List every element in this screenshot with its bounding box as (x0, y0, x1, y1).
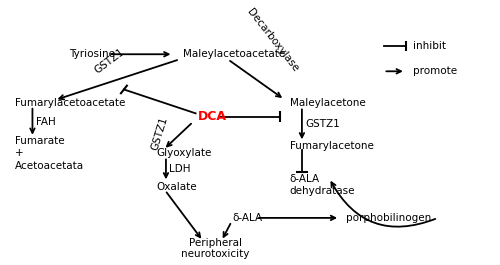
Text: Fumarylacetoacetate: Fumarylacetoacetate (15, 98, 126, 108)
Text: Maleylacetone: Maleylacetone (290, 98, 366, 108)
Text: inhibit: inhibit (413, 41, 446, 51)
Text: Glyoxylate: Glyoxylate (156, 148, 212, 158)
Text: LDH: LDH (170, 164, 191, 174)
Text: Fumarylacetone: Fumarylacetone (290, 141, 374, 151)
Text: FAH: FAH (36, 117, 56, 127)
Text: DCA: DCA (198, 110, 227, 123)
Text: Maleylacetoacetate: Maleylacetoacetate (183, 49, 286, 59)
Text: δ-ALA: δ-ALA (232, 213, 263, 223)
Text: δ-ALA
dehydratase: δ-ALA dehydratase (290, 174, 355, 196)
Text: Peripheral
neurotoxicity: Peripheral neurotoxicity (181, 238, 250, 259)
Text: Decarboxylase: Decarboxylase (244, 7, 300, 74)
Text: porphobilinogen: porphobilinogen (346, 213, 432, 223)
Text: GSTZ1: GSTZ1 (92, 47, 126, 76)
Text: promote: promote (413, 66, 458, 76)
Text: GSTZ1: GSTZ1 (306, 119, 340, 129)
Text: GSTZ1: GSTZ1 (150, 115, 170, 151)
Text: Oxalate: Oxalate (156, 182, 196, 192)
Text: Fumarate
+
Acetoacetata: Fumarate + Acetoacetata (15, 136, 84, 170)
Text: Tyriosine: Tyriosine (70, 49, 116, 59)
FancyArrowPatch shape (332, 182, 436, 227)
